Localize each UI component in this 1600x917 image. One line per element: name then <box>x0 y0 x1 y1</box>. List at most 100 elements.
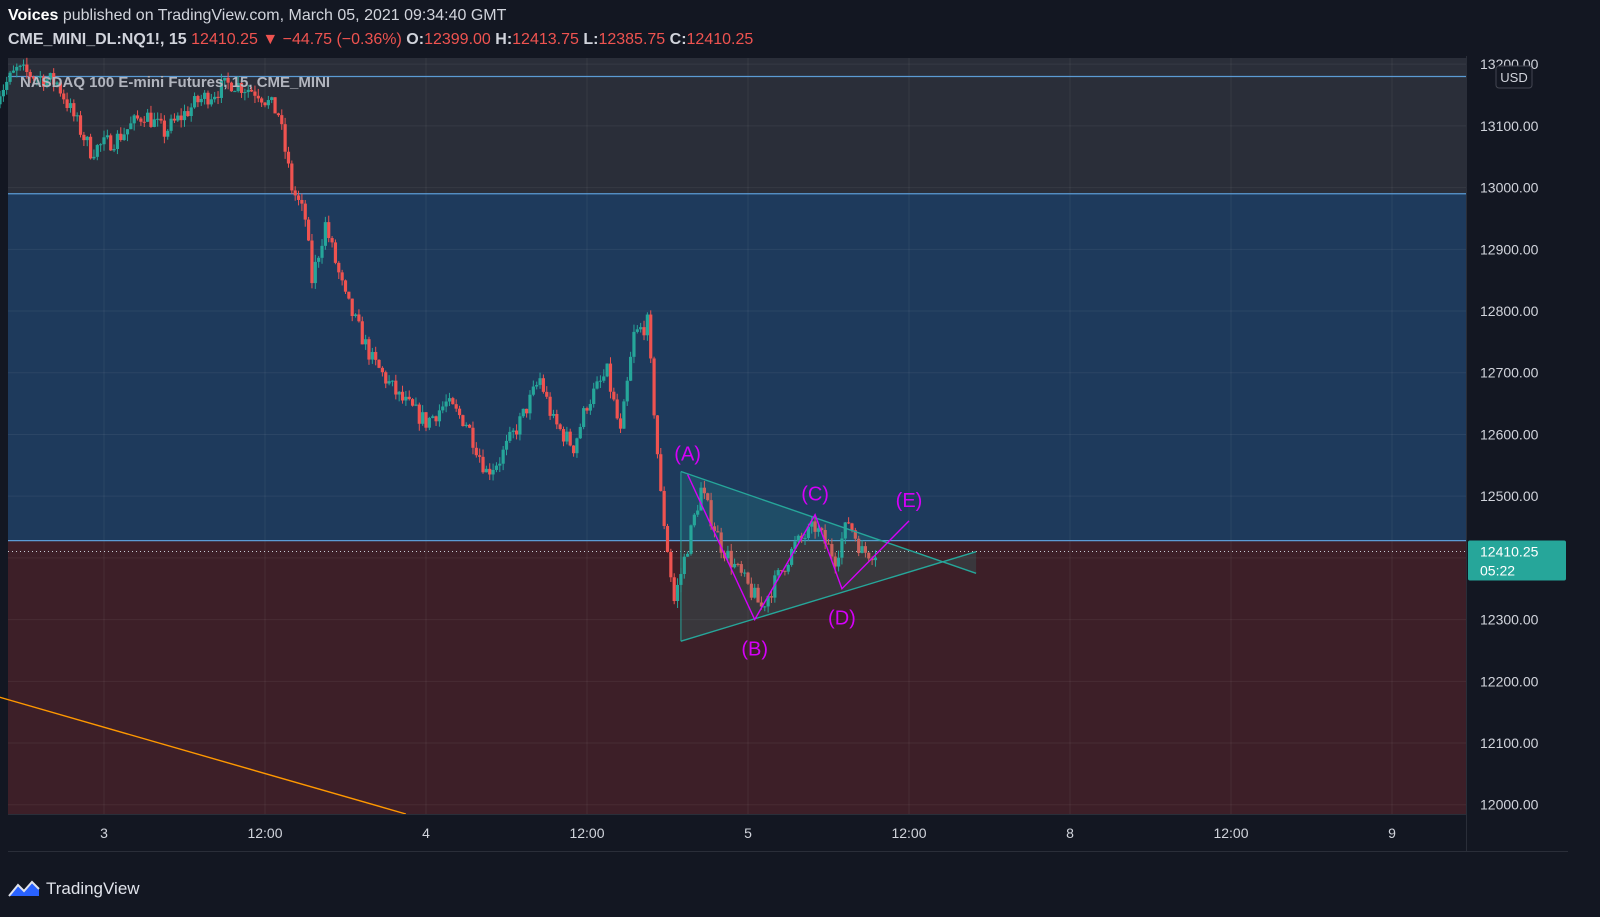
low-label: L: <box>583 31 599 48</box>
currency-badge[interactable] <box>1495 65 1533 89</box>
open-label: O: <box>406 31 425 48</box>
candle-body <box>521 408 525 417</box>
candle-body <box>558 424 562 430</box>
candle-body <box>146 112 150 122</box>
candle-body <box>380 367 384 373</box>
candle-body <box>565 431 569 442</box>
triangle-pattern[interactable]: (A) (B) (C) (D) (E) <box>674 444 977 661</box>
candle-body <box>427 417 431 428</box>
candle-body <box>166 130 170 137</box>
candle-body <box>65 99 69 108</box>
candle-body <box>773 575 777 598</box>
trendline-layer[interactable] <box>0 691 407 815</box>
candle-body <box>377 359 381 368</box>
candle-body <box>203 92 207 99</box>
candle-body <box>78 115 83 135</box>
candle-body <box>655 415 660 455</box>
author-name[interactable]: Voices <box>8 7 59 24</box>
candle-body <box>431 416 435 418</box>
wave-label: (E) <box>896 490 923 512</box>
zone-rect <box>8 540 1466 814</box>
footer-brand[interactable]: TradingView <box>46 879 140 898</box>
candle-body <box>122 134 126 140</box>
candle-body <box>702 487 706 494</box>
candle-body <box>115 133 120 149</box>
candle-body <box>35 77 39 79</box>
candle-body <box>847 522 851 524</box>
candle-body <box>317 257 321 262</box>
triangle-lower-line[interactable] <box>680 551 977 642</box>
candle-body <box>518 416 522 435</box>
candle-body <box>659 454 663 491</box>
candle-body <box>662 490 666 526</box>
candle-body <box>612 391 616 400</box>
candle-body <box>313 261 317 284</box>
candle-body <box>243 92 247 94</box>
close-value: 12410.25 <box>686 31 754 48</box>
candle-body <box>568 431 572 446</box>
tradingview-logo-icon[interactable] <box>8 880 40 898</box>
candle-body <box>219 80 223 98</box>
candle-body <box>179 115 183 121</box>
y-tick-label: 12700.00 <box>1480 365 1539 381</box>
candle-body <box>706 493 710 501</box>
candle-body <box>360 321 364 345</box>
candle-body <box>337 262 341 273</box>
time-axis-border <box>8 814 1466 815</box>
y-tick-label: 12300.00 <box>1480 612 1539 628</box>
chart-header: Voices published on TradingView.com, Mar… <box>8 4 1568 54</box>
candle-body <box>286 151 291 164</box>
candle-body <box>394 380 398 395</box>
candle-body <box>323 222 327 246</box>
candle-body <box>726 550 730 559</box>
level-lines <box>8 75 1466 553</box>
price-zones <box>8 58 1466 814</box>
candle-body <box>229 82 234 92</box>
candle-body <box>5 81 9 90</box>
candle-body <box>471 427 475 448</box>
candle-body <box>712 526 717 532</box>
y-tick-label: 12600.00 <box>1480 426 1539 442</box>
candle-body <box>390 380 395 382</box>
wave-zigzag[interactable] <box>686 474 910 622</box>
candle-body <box>796 535 800 542</box>
candle-body <box>766 596 770 607</box>
candle-body <box>186 111 190 117</box>
candle-body <box>457 408 462 416</box>
candle-body <box>172 118 177 121</box>
candle-body <box>488 468 492 475</box>
candle-body <box>38 76 42 78</box>
candle-body <box>756 587 760 603</box>
triangle-upper-line[interactable] <box>680 470 977 574</box>
candle-body <box>125 129 130 135</box>
candle-body <box>461 415 465 427</box>
candle-body <box>830 544 834 557</box>
candle-body <box>823 530 827 544</box>
candle-body <box>625 380 629 402</box>
candle-body <box>266 100 270 106</box>
candle-body <box>99 144 103 146</box>
candle-body <box>719 532 723 553</box>
candle-body <box>28 71 32 77</box>
candle-body <box>833 556 837 567</box>
candle-body <box>340 272 344 281</box>
candle-body <box>682 556 686 575</box>
candle-body <box>0 96 2 105</box>
candle-body <box>498 463 502 466</box>
last-price-tag <box>1468 540 1566 581</box>
candle-body <box>608 363 613 392</box>
candle-body <box>806 526 810 539</box>
trendline[interactable] <box>0 691 407 815</box>
last-price: 12410.25 <box>191 31 258 48</box>
price-change: −44.75 (−0.36%) <box>282 31 402 48</box>
candle-body <box>414 404 418 406</box>
candle-body <box>270 97 274 101</box>
symbol-label[interactable]: CME_MINI_DL:NQ1!, 15 <box>8 31 187 48</box>
candle-body <box>769 596 774 598</box>
candle-body <box>421 412 425 424</box>
candle-body <box>645 314 649 336</box>
candle-body <box>159 118 163 121</box>
candle-body <box>484 468 488 473</box>
candle-body <box>384 372 388 384</box>
